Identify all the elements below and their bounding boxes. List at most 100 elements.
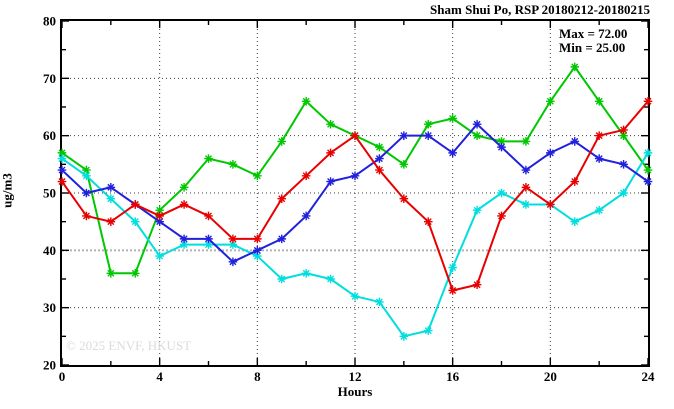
series-marker-red-series-h9 [277,194,287,204]
y-axis-title: ug/m3 [0,173,15,208]
tick-label-y-50: 50 [43,186,56,201]
plot-frame [60,19,650,367]
series-marker-blue-series-h7 [228,257,238,267]
series-marker-blue-series-h11 [326,177,335,186]
series-marker-red-series-h15 [423,217,433,226]
tick-label-y-20: 20 [43,358,56,373]
series-marker-green-series-h0 [57,148,67,158]
series-marker-blue-series-h17 [472,119,482,129]
series-marker-blue-series-h10 [301,211,311,221]
series-marker-cyan-series-h0 [57,154,67,163]
series-marker-red-series-h21 [570,177,580,186]
series-marker-green-series-h18 [497,137,506,146]
series-marker-blue-series-h19 [521,165,531,175]
chart-title: Sham Shui Po, RSP 20180212-20180215 [430,2,650,17]
series-marker-cyan-series-h7 [228,240,238,249]
tick-label-x-24: 24 [642,369,656,384]
series-marker-red-series-h14 [399,194,409,204]
series-marker-green-series-h22 [594,96,604,106]
series-marker-green-series-h7 [228,160,238,169]
series-marker-red-series-h10 [301,171,311,181]
series-marker-blue-series-h16 [448,148,457,158]
watermark: © 2025 ENVF, HKUST [66,338,192,353]
series-marker-cyan-series-h11 [326,274,335,284]
series-marker-blue-series-h23 [619,160,628,169]
series-marker-cyan-series-h23 [619,188,628,198]
tick-label-x-8: 8 [254,369,261,384]
series-marker-green-series-h21 [570,62,580,72]
series-marker-cyan-series-h9 [277,274,287,284]
series-marker-cyan-series-h4 [155,251,164,261]
tick-label-y-30: 30 [43,300,56,315]
series-marker-red-series-h3 [130,200,140,209]
tick-label-x-12: 12 [349,369,362,384]
series-marker-red-series-h13 [375,165,384,175]
series-marker-red-series-h1 [82,211,91,221]
series-marker-cyan-series-h1 [82,171,91,181]
stats-annotation: Max = 72.00 Min = 25.00 [559,27,627,55]
series-marker-green-series-h15 [423,119,433,129]
series-marker-red-series-h7 [228,234,238,244]
series-line-cyan-series [61,152,649,338]
max-value-label: Max = 72.00 [559,26,628,41]
series-marker-green-series-h2 [106,268,116,278]
series-marker-blue-series-h2 [106,182,116,192]
series-marker-blue-series-h21 [570,137,580,146]
series-marker-blue-series-h18 [497,142,506,152]
series-marker-green-series-h1 [82,165,91,175]
series-marker-blue-series-h13 [375,154,384,163]
series-marker-red-series-h6 [204,211,213,221]
series-marker-red-series-h11 [326,148,335,158]
series-marker-green-series-h23 [619,131,628,140]
series-marker-red-series-h22 [594,131,604,140]
series-marker-red-series-h20 [546,200,555,209]
tick-label-x-20: 20 [544,369,557,384]
series-marker-cyan-series-h19 [521,200,531,209]
series-marker-red-series-h5 [179,200,189,209]
tick-label-y-80: 80 [43,14,56,29]
series-marker-red-series-h23 [619,125,628,135]
series-marker-cyan-series-h12 [350,291,360,301]
series-marker-red-series-h0 [57,177,67,186]
series-marker-green-series-h10 [301,96,311,106]
series-marker-cyan-series-h21 [570,217,580,226]
series-marker-green-series-h9 [277,137,287,146]
series-marker-green-series-h6 [204,154,213,163]
series-marker-red-series-h16 [448,286,457,295]
series-marker-blue-series-h5 [179,234,189,244]
series-marker-green-series-h11 [326,119,335,129]
tick-label-x-0: 0 [59,369,66,384]
series-marker-green-series-h5 [179,182,189,192]
series-marker-blue-series-h9 [277,234,287,244]
series-marker-blue-series-h24 [643,177,653,186]
series-marker-blue-series-h22 [594,154,604,163]
series-marker-red-series-h18 [497,211,506,221]
series-marker-cyan-series-h8 [253,251,262,261]
series-marker-cyan-series-h22 [594,205,604,215]
series-marker-green-series-h8 [253,171,262,181]
tick-label-x-4: 4 [156,369,163,384]
tick-label-y-70: 70 [43,71,56,86]
series-marker-green-series-h16 [448,114,457,123]
tick-label-x-16: 16 [446,369,460,384]
series-marker-blue-series-h12 [350,171,360,181]
series-marker-green-series-h13 [375,142,384,152]
series-marker-blue-series-h20 [546,148,555,158]
series-marker-green-series-h19 [521,137,531,146]
series-marker-red-series-h17 [472,280,482,290]
min-value-label: Min = 25.00 [559,40,626,55]
series-marker-red-series-h12 [350,131,360,140]
series-marker-blue-series-h6 [204,234,213,244]
series-marker-red-series-h4 [155,211,164,221]
series-marker-blue-series-h1 [82,188,91,198]
series-marker-red-series-h8 [253,234,262,244]
series-marker-cyan-series-h15 [423,326,433,335]
series-marker-cyan-series-h3 [130,217,140,226]
series-marker-blue-series-h4 [155,217,164,226]
tick-label-y-40: 40 [43,243,56,258]
series-marker-cyan-series-h13 [375,297,384,307]
series-marker-green-series-h20 [546,96,555,106]
x-axis-title: Hours [337,384,373,399]
